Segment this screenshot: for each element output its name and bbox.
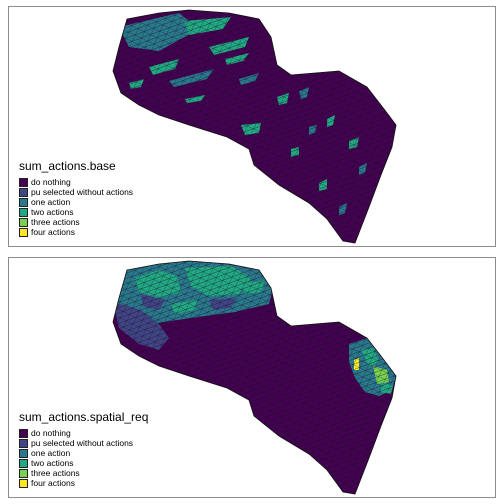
legend-label: do nothing [31, 177, 71, 187]
legend-swatch [19, 438, 28, 448]
legend-swatch [19, 207, 28, 217]
map-spatial-req-region [112, 260, 397, 495]
map-spatial-req [112, 260, 397, 495]
legend-label: pu selected without actions [31, 438, 134, 448]
legend-label: three actions [31, 468, 80, 478]
legend-item-pu-selected: pu selected without actions [19, 438, 148, 448]
legend-label: four actions [31, 227, 75, 237]
legend-title: sum_actions.base [19, 159, 116, 173]
map-panel-base: sum_actions.base do nothing pu selected … [8, 6, 496, 247]
legend-item-three-actions: three actions [19, 217, 133, 227]
legend-label: two actions [31, 458, 74, 468]
legend-item-three-actions: three actions [19, 468, 148, 478]
map-base-highlights [113, 10, 396, 243]
legend-swatch [19, 448, 28, 458]
map-base-region [112, 9, 397, 244]
legend-label: one action [31, 197, 71, 207]
legend-swatch [19, 177, 28, 187]
legend-label: two actions [31, 207, 74, 217]
legend-title: sum_actions.spatial_req [19, 410, 149, 424]
legend-swatch [19, 428, 28, 438]
legend-item-do-nothing: do nothing [19, 177, 133, 187]
legend-item-two-actions: two actions [19, 458, 148, 468]
legend-item-four-actions: four actions [19, 478, 148, 488]
map-base [112, 9, 397, 244]
legend-item-do-nothing: do nothing [19, 428, 148, 438]
legend-swatch [19, 468, 28, 478]
legend-item-pu-selected: pu selected without actions [19, 187, 133, 197]
legend-label: do nothing [31, 428, 71, 438]
legend-swatch [19, 217, 28, 227]
legend-item-one-action: one action [19, 197, 133, 207]
map-spatial-req-highlights [113, 261, 396, 494]
legend-swatch [19, 187, 28, 197]
legend-label: four actions [31, 478, 75, 488]
legend-swatch [19, 227, 28, 237]
legend-item-four-actions: four actions [19, 227, 133, 237]
legend-spatial-req: sum_actions.spatial_req do nothing pu se… [19, 410, 148, 488]
legend-base: sum_actions.base do nothing pu selected … [19, 159, 133, 237]
legend-item-two-actions: two actions [19, 207, 133, 217]
legend-swatch [19, 458, 28, 468]
legend-item-one-action: one action [19, 448, 148, 458]
legend-label: one action [31, 448, 71, 458]
legend-label: pu selected without actions [31, 187, 134, 197]
legend-label: three actions [31, 217, 80, 227]
map-panel-spatial-req: sum_actions.spatial_req do nothing pu se… [8, 257, 496, 498]
legend-swatch [19, 478, 28, 488]
legend-swatch [19, 197, 28, 207]
